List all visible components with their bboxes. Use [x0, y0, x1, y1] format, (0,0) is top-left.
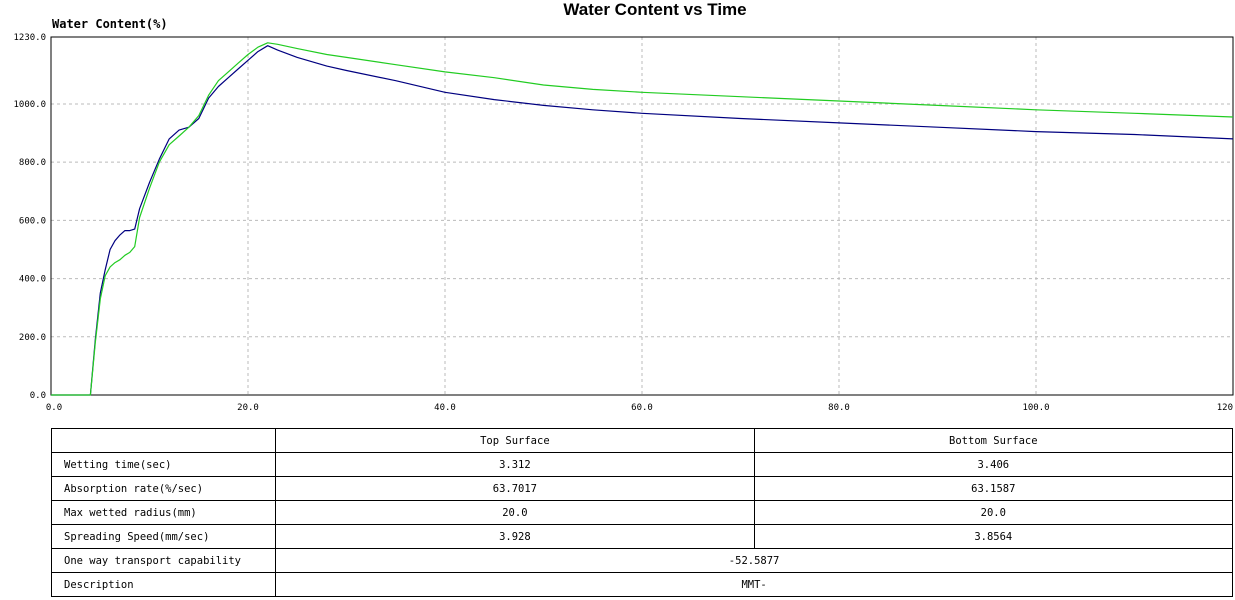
row-label: One way transport capability — [50, 548, 277, 573]
table-row: Wetting time(sec) 3.312 3.406 — [50, 452, 1234, 477]
table-row-one-way: One way transport capability -52.5877 — [50, 548, 1233, 573]
table-row-description: Description MMT- — [50, 572, 1233, 597]
row-label: Absorption rate(%/sec) — [50, 476, 277, 501]
plot-frame — [50, 36, 1234, 396]
y-tick-label: 1000.0 — [13, 100, 46, 110]
cell-top: 3.312 — [275, 452, 755, 477]
y-tick-label: 1230.0 — [13, 33, 46, 43]
grid-lines — [51, 37, 1233, 395]
row-label: Description — [50, 572, 277, 597]
series-line-2 — [51, 42, 1234, 396]
x-tick-label: 100.0 — [1022, 403, 1049, 413]
y-tick-label: 600.0 — [19, 216, 46, 226]
chart-title: Water Content vs Time — [563, 0, 746, 19]
header-top-surface: Top Surface — [275, 428, 755, 453]
results-table: Top Surface Bottom Surface Wetting time(… — [50, 428, 1234, 597]
cell-bottom: 3.8564 — [753, 524, 1234, 549]
table-row: Absorption rate(%/sec) 63.7017 63.1587 — [50, 476, 1234, 501]
cell-bottom: 3.406 — [753, 452, 1234, 477]
table-row: Spreading Speed(mm/sec) 3.928 3.8564 — [50, 524, 1234, 549]
x-tick-label: 40.0 — [434, 403, 456, 413]
y-tick-label: 0.0 — [30, 391, 46, 401]
cell-top: 20.0 — [275, 500, 755, 525]
y-axis-label: Water Content(%) — [52, 17, 168, 31]
y-tick-label: 800.0 — [19, 158, 46, 168]
row-label: Spreading Speed(mm/sec) — [50, 524, 277, 549]
cell-description-value: MMT- — [275, 572, 1233, 597]
table-header-row: Top Surface Bottom Surface — [50, 428, 1234, 453]
cell-bottom: 63.1587 — [753, 476, 1234, 501]
series-line-1 — [51, 45, 1234, 396]
table-row: Max wetted radius(mm) 20.0 20.0 — [50, 500, 1234, 525]
cell-top: 63.7017 — [275, 476, 755, 501]
header-bottom-surface: Bottom Surface — [753, 428, 1234, 453]
cell-top: 3.928 — [275, 524, 755, 549]
series-lines — [51, 42, 1234, 396]
x-tick-label: 20.0 — [237, 403, 259, 413]
y-tick-label: 400.0 — [19, 275, 46, 285]
table-header-corner — [50, 428, 277, 453]
row-label: Wetting time(sec) — [50, 452, 277, 477]
y-tick-label: 200.0 — [19, 333, 46, 343]
row-label: Max wetted radius(mm) — [50, 500, 277, 525]
cell-one-way-value: -52.5877 — [275, 548, 1233, 573]
x-tick-label: 60.0 — [631, 403, 653, 413]
x-tick-label: 80.0 — [828, 403, 850, 413]
x-tick-label: 0.0 — [46, 403, 62, 413]
cell-bottom: 20.0 — [753, 500, 1234, 525]
x-tick-label: 120 — [1217, 403, 1233, 413]
water-content-chart: Water Content vs Time Water Content(%) 0… — [13, 0, 1234, 413]
axis-ticks: 0.0 20.0 40.0 60.0 80.0 100.0 120 0.0 200.0 400.0… — [13, 33, 1233, 413]
